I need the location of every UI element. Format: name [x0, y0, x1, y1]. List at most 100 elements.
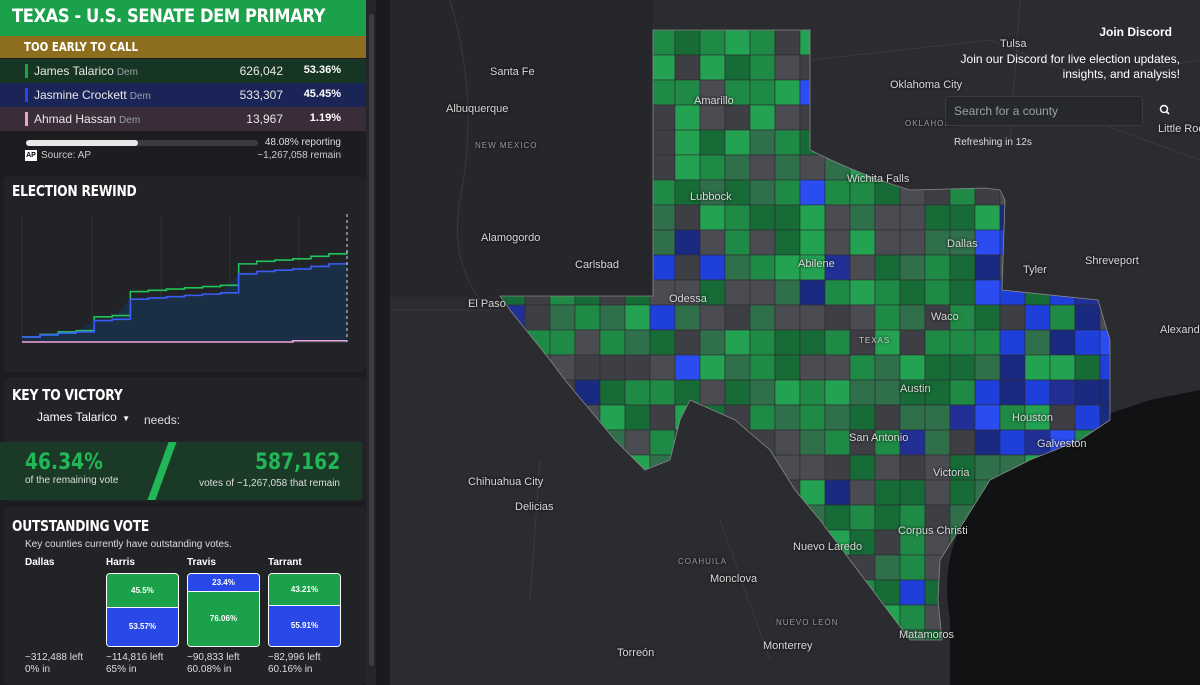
- county-shape[interactable]: [924, 279, 951, 306]
- county-shape[interactable]: [699, 129, 726, 156]
- county-shape[interactable]: [724, 279, 751, 306]
- county-shape[interactable]: [749, 379, 776, 406]
- county-shape[interactable]: [724, 229, 751, 256]
- county-shape[interactable]: [649, 204, 676, 231]
- county-shape[interactable]: [1024, 304, 1051, 331]
- county-shape[interactable]: [674, 30, 701, 56]
- county-shape[interactable]: [874, 229, 901, 256]
- county-shape[interactable]: [749, 104, 776, 131]
- county-shape[interactable]: [774, 329, 801, 356]
- county-shape[interactable]: [849, 504, 876, 531]
- county-shape[interactable]: [674, 79, 701, 106]
- county-shape[interactable]: [874, 504, 901, 531]
- county-shape[interactable]: [774, 279, 801, 306]
- county-shape[interactable]: [824, 504, 851, 531]
- county-shape[interactable]: [674, 154, 701, 181]
- county-shape[interactable]: [674, 54, 701, 81]
- county-shape[interactable]: [599, 379, 626, 406]
- county-result-box[interactable]: 43.21% 55.91%: [268, 573, 341, 647]
- county-shape[interactable]: [824, 304, 851, 331]
- county-shape[interactable]: [849, 354, 876, 381]
- county-shape[interactable]: [524, 304, 551, 331]
- county-shape[interactable]: [749, 204, 776, 231]
- county-shape[interactable]: [974, 204, 1001, 231]
- search-input[interactable]: [954, 104, 1134, 118]
- county-shape[interactable]: [724, 179, 751, 206]
- county-shape[interactable]: [724, 379, 751, 406]
- county-shape[interactable]: [724, 354, 751, 381]
- county-shape[interactable]: [674, 129, 701, 156]
- county-shape[interactable]: [924, 404, 951, 431]
- county-shape[interactable]: [724, 154, 751, 181]
- county-shape[interactable]: [624, 404, 651, 431]
- county-shape[interactable]: [1074, 304, 1101, 331]
- county-shape[interactable]: [899, 404, 926, 431]
- county-shape[interactable]: [799, 204, 826, 231]
- county-shape[interactable]: [849, 254, 876, 281]
- county-shape[interactable]: [949, 354, 976, 381]
- county-shape[interactable]: [849, 379, 876, 406]
- county-shape[interactable]: [1024, 429, 1051, 456]
- county-shape[interactable]: [924, 329, 951, 356]
- county-shape[interactable]: [824, 404, 851, 431]
- county-shape[interactable]: [974, 279, 1001, 306]
- county-shape[interactable]: [574, 329, 601, 356]
- county-shape[interactable]: [674, 379, 701, 406]
- county-shape[interactable]: [849, 304, 876, 331]
- county-shape[interactable]: [1049, 379, 1076, 406]
- county-shape[interactable]: [1049, 404, 1076, 431]
- county-shape[interactable]: [974, 354, 1001, 381]
- county-shape[interactable]: [774, 79, 801, 106]
- county-shape[interactable]: [974, 379, 1001, 406]
- county-shape[interactable]: [799, 179, 826, 206]
- county-shape[interactable]: [899, 304, 926, 331]
- county-shape[interactable]: [824, 254, 851, 281]
- county-outstanding[interactable]: Dallas ~312,488 left 0% in: [25, 557, 101, 675]
- county-shape[interactable]: [1074, 354, 1101, 381]
- county-shape[interactable]: [924, 229, 951, 256]
- county-shape[interactable]: [899, 479, 926, 506]
- county-shape[interactable]: [624, 354, 651, 381]
- county-shape[interactable]: [974, 229, 1001, 256]
- county-shape[interactable]: [899, 229, 926, 256]
- county-shape[interactable]: [874, 204, 901, 231]
- county-shape[interactable]: [774, 254, 801, 281]
- county-shape[interactable]: [924, 254, 951, 281]
- county-outstanding[interactable]: Tarrant 43.21% 55.91% ~82,996 left 60.16% in: [268, 557, 344, 675]
- county-shape[interactable]: [699, 30, 726, 56]
- county-shape[interactable]: [899, 554, 926, 581]
- county-shape[interactable]: [824, 279, 851, 306]
- county-shape[interactable]: [949, 479, 976, 506]
- county-shape[interactable]: [899, 579, 926, 606]
- county-shape[interactable]: [749, 404, 776, 431]
- county-shape[interactable]: [974, 404, 1001, 431]
- county-shape[interactable]: [724, 79, 751, 106]
- county-shape[interactable]: [649, 304, 676, 331]
- county-shape[interactable]: [949, 379, 976, 406]
- county-shape[interactable]: [649, 129, 676, 156]
- county-shape[interactable]: [749, 229, 776, 256]
- county-shape[interactable]: [849, 229, 876, 256]
- search-icon[interactable]: [1155, 100, 1175, 120]
- county-shape[interactable]: [924, 204, 951, 231]
- county-shape[interactable]: [649, 104, 676, 131]
- county-shape[interactable]: [899, 629, 926, 655]
- county-shape[interactable]: [749, 354, 776, 381]
- county-shape[interactable]: [699, 254, 726, 281]
- county-shape[interactable]: [924, 454, 951, 481]
- county-shape[interactable]: [699, 104, 726, 131]
- county-shape[interactable]: [899, 604, 926, 631]
- county-shape[interactable]: [699, 279, 726, 306]
- county-shape[interactable]: [624, 304, 651, 331]
- county-shape[interactable]: [949, 329, 976, 356]
- county-shape[interactable]: [649, 30, 676, 56]
- county-shape[interactable]: [874, 529, 901, 556]
- county-shape[interactable]: [824, 379, 851, 406]
- county-shape[interactable]: [774, 204, 801, 231]
- county-shape[interactable]: [749, 254, 776, 281]
- county-shape[interactable]: [799, 229, 826, 256]
- county-shape[interactable]: [999, 329, 1026, 356]
- county-shape[interactable]: [899, 379, 926, 406]
- county-shape[interactable]: [549, 304, 576, 331]
- county-shape[interactable]: [974, 254, 1001, 281]
